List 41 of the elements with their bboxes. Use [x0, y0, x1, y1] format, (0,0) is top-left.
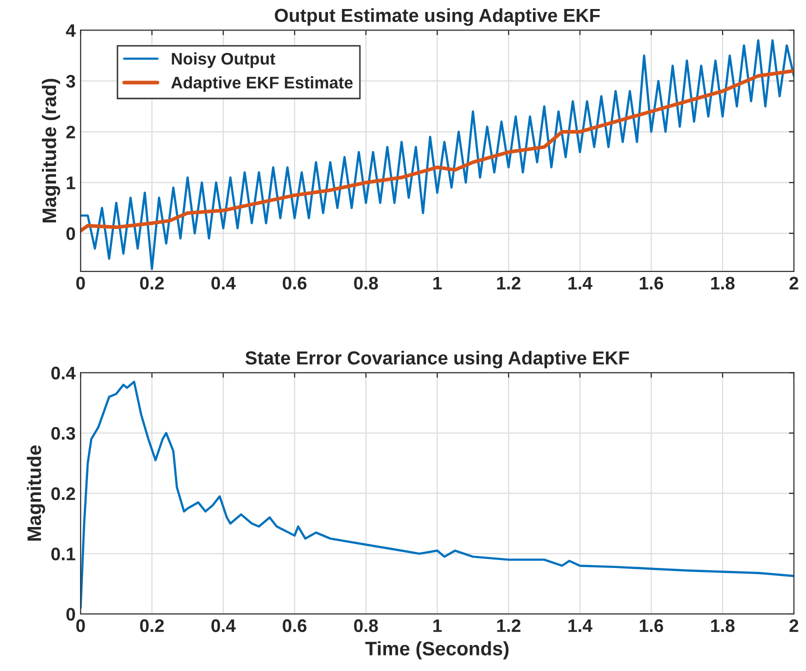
y-tick-label: 0: [66, 608, 75, 621]
y-tick-label: 1: [66, 176, 76, 190]
x-tick-label: 1.6: [640, 619, 664, 632]
x-tick-label: 0.8: [354, 619, 378, 632]
x-tick-label: 0.2: [140, 276, 164, 290]
x-tick-label: 2: [790, 619, 798, 632]
chart-title: Output Estimate using Adaptive EKF: [274, 8, 600, 26]
y-tick-label: 0.1: [51, 548, 76, 560]
y-tick-label: 2: [66, 126, 76, 138]
x-tick-label: 2: [790, 276, 798, 290]
x-tick-label: 0.8: [354, 276, 378, 290]
legend-label: Noisy Output: [172, 52, 276, 68]
x-tick-label: 0.4: [211, 276, 236, 290]
x-tick-label: 1.8: [711, 276, 735, 290]
x-tick-label: 1.2: [497, 619, 520, 632]
x-tick-label: 0: [76, 619, 85, 632]
y-tick-label: 0.2: [51, 487, 76, 500]
y-tick-label: 0.4: [51, 366, 76, 380]
y-tick-label: 3: [66, 74, 76, 88]
x-tick-label: 1.4: [568, 619, 592, 632]
x-axis-title: Time (Seconds): [365, 641, 509, 660]
x-tick-label: 1: [433, 619, 442, 632]
x-tick-label: 0.6: [282, 276, 306, 290]
x-tick-label: 0: [76, 276, 85, 290]
x-tick-label: 1: [433, 276, 442, 290]
x-tick-label: 1.4: [568, 276, 592, 290]
line-series: [80, 380, 794, 610]
legend-label: Adaptive EKF Estimate: [171, 76, 353, 92]
x-tick-label: 1.6: [640, 276, 664, 290]
y-axis-title: Magnitude: [26, 445, 46, 541]
x-tick-label: 0.6: [282, 619, 306, 632]
chart-title: State Error Covariance using Adaptive EKF: [245, 350, 629, 368]
y-tick-label: 0: [66, 227, 75, 240]
x-tick-label: 0.4: [211, 619, 236, 632]
line-series: [80, 69, 794, 233]
x-tick-label: 1.2: [497, 276, 520, 290]
y-tick-label: 4: [66, 24, 76, 37]
x-tick-label: 1.8: [711, 619, 735, 632]
y-axis-title: Magnitude (rad): [42, 78, 60, 222]
y-tick-label: 0.3: [51, 426, 76, 440]
x-tick-label: 0.2: [140, 619, 164, 632]
